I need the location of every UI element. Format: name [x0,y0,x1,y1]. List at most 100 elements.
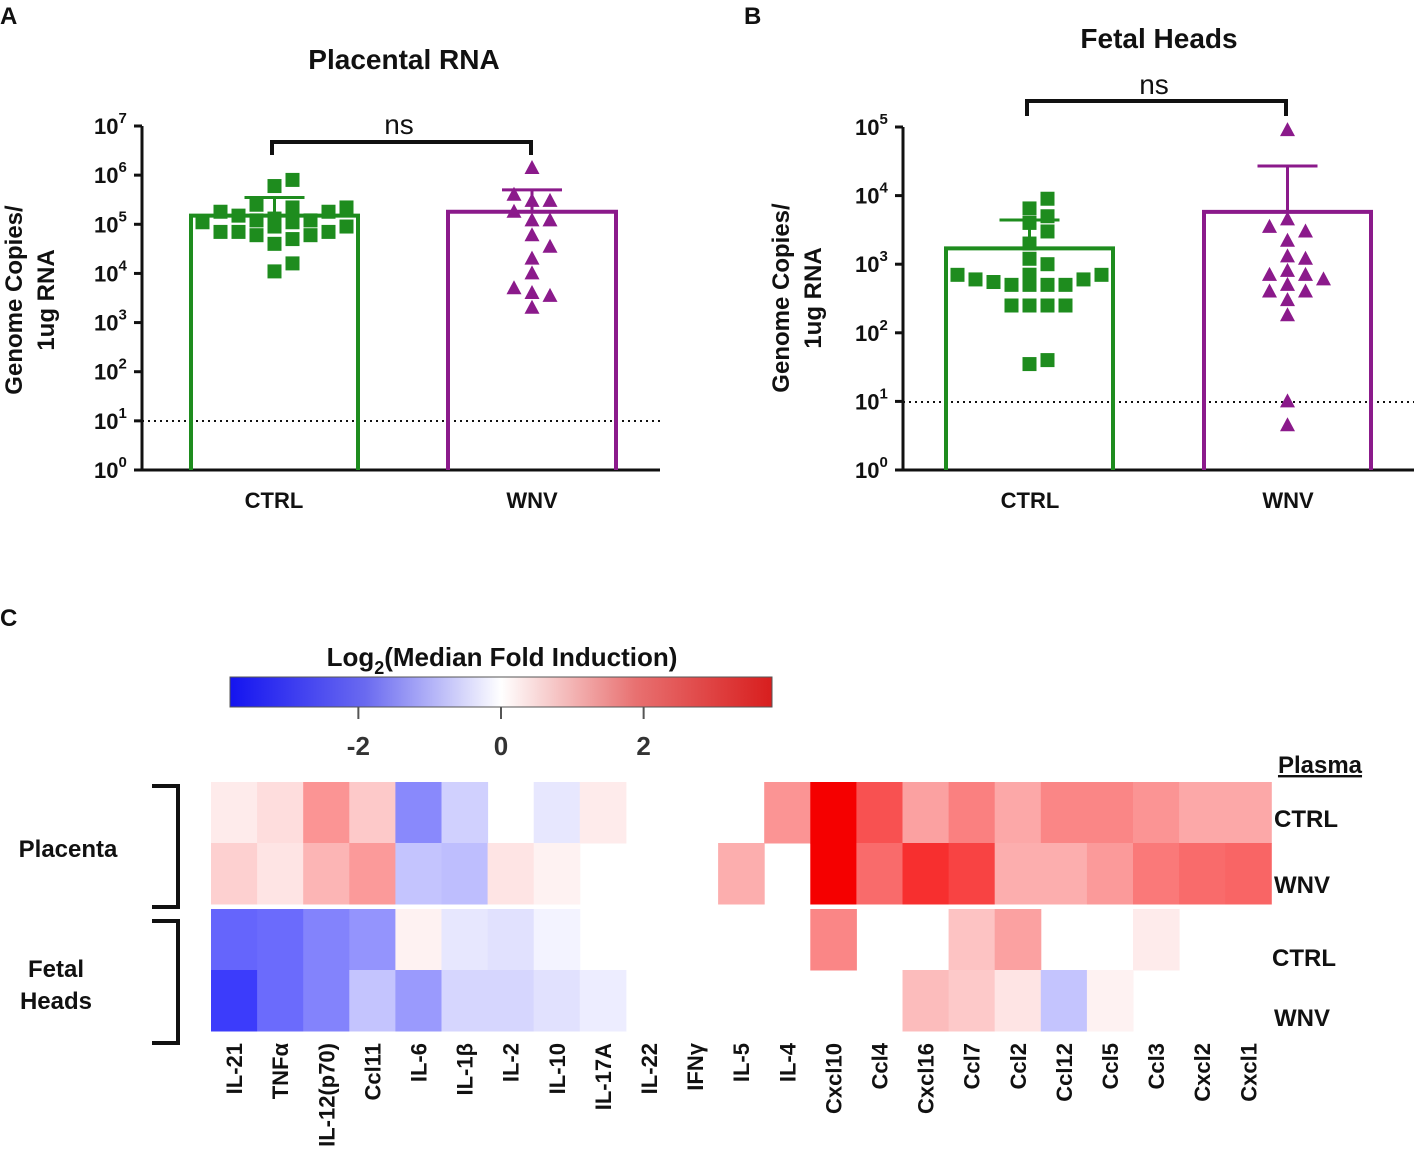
heatmap-cell [211,909,258,971]
panel-b-point-wnv [1280,393,1295,408]
heatmap-cell [718,843,765,905]
panel-a-point-ctrl [231,224,246,239]
panel-a-point-ctrl [249,197,264,212]
panel-a-y-ticks: 100 101 102 103 104 105 106 107 [94,110,142,483]
heatmap-cell [948,970,996,1032]
panel-b-point-ctrl [1040,224,1055,239]
heatmap-column-label: Ccl7 [960,1043,985,1089]
panel-b-y-tick-label: 101 [855,385,888,414]
panel-a-bar-wnv [446,209,618,470]
panel-c: C Log2(Median Fold Induction) -2 0 2 Plasm… [0,605,1363,1147]
heatmap-cell [1086,970,1134,1032]
heatmap-cell [441,843,489,905]
panel-b-category-wnv: WNV [1262,488,1314,513]
heatmap-cell [1133,843,1180,905]
panel-b-y-tick-label: 100 [855,454,888,483]
heatmap-cell [856,782,903,844]
panel-b-point-ctrl [968,272,983,287]
colorbar-ticks: -2 0 2 [347,707,651,761]
heatmap-row-label: CTRL [1274,806,1338,833]
panel-b-point-ctrl [1076,272,1091,287]
panel-b-point-wnv [1280,211,1295,226]
heatmap-cell [211,843,258,905]
heatmap-cell [994,909,1042,971]
panel-b-point-wnv [1262,218,1277,233]
heatmap-cell [810,843,857,905]
heatmap-cell [487,843,535,905]
panel-a-y-tick-label: 101 [94,405,127,434]
heatmap-column-label: IL-4 [775,1042,800,1082]
heatmap-cell [349,843,396,905]
panel-b-point-ctrl [1040,191,1055,206]
panel-a-point-wnv [542,212,558,227]
panel-a-bar-ctrl [189,213,360,470]
panel-b-point-wnv [1298,250,1313,265]
heatmap-cell [1179,843,1226,905]
colorbar-title: Log2(Median Fold Induction) [327,642,678,678]
panel-a-point-ctrl [339,200,354,215]
panel-a-point-ctrl [267,264,282,279]
heatmap-cell [994,970,1042,1032]
heatmap-cell [349,970,396,1032]
panel-b-letter: B [744,3,761,30]
panel-b-point-wnv [1280,122,1295,137]
heatmap-column-label: IL-21 [222,1043,247,1094]
panel-b-point-ctrl [1040,298,1055,313]
heatmap-cell [257,843,304,905]
panel-b-y-tick-label: 105 [855,111,888,140]
panel-b-point-ctrl [1094,267,1109,282]
panel-a-point-ctrl [285,232,300,247]
heatmap-column-label: IL-5 [729,1043,754,1082]
heatmap-cell [1225,782,1272,844]
heatmap-cell [211,782,258,844]
panel-a-point-ctrl [285,256,300,271]
heatmap-cell [764,782,811,844]
heatmap-cell [441,970,489,1032]
panel-b-ylabel-line1: Genome Copies/ [768,203,795,393]
colorbar-title-log: Log [327,642,375,672]
panel-a-title: Placental RNA [308,44,499,75]
heatmap-cell [1133,909,1180,971]
panel-b-bars [944,122,1373,470]
heatmap-cell [1179,782,1226,844]
panel-b-point-ctrl [1022,251,1037,266]
panel-a-point-wnv [506,203,522,218]
panel-a-point-ctrl [249,228,264,243]
panel-b-point-wnv [1262,266,1277,281]
colorbar-tick-label: -2 [347,731,370,761]
panel-a-point-ctrl [267,236,282,251]
panel-b-point-ctrl [986,275,1001,290]
panel-b-y-tick-label: 104 [855,180,888,209]
heatmap-column-label: IL-22 [637,1043,662,1094]
panel-b-point-ctrl [1022,236,1037,251]
heatmap-row-label: CTRL [1272,945,1336,972]
colorbar-tick-label: 0 [494,731,508,761]
panel-a-point-wnv [524,227,540,242]
heatmap-column-label: IL-2 [499,1043,524,1082]
panel-b-category-ctrl: CTRL [1001,488,1060,513]
panel-b-point-ctrl [1004,298,1019,313]
heatmap-cell [948,782,996,844]
panel-a-point-ctrl [249,213,264,228]
heatmap-cell [487,909,535,971]
panel-b-point-ctrl [1040,257,1055,272]
heatmap-cell [395,970,442,1032]
heatmap-cell [1133,782,1180,844]
panel-a-y-tick-label: 102 [94,356,127,385]
heatmap-column-group-header: Plasma [1278,752,1363,779]
panel-a-point-ctrl [303,228,318,243]
panel-b-point-wnv [1298,266,1313,281]
panel-a-point-ctrl [303,213,318,228]
panel-a-point-wnv [542,192,558,207]
panel-a-category-wnv: WNV [506,488,558,513]
heatmap-cell [1040,970,1088,1032]
heatmap-cell [948,909,996,971]
heatmap-cell [994,782,1042,844]
heatmap-cell [303,970,350,1032]
panel-b-point-wnv [1280,307,1295,322]
panel-a-y-tick-label: 104 [94,257,127,286]
heatmap-column-label: Cxcl10 [821,1043,846,1114]
heatmap-column-label: IL-10 [545,1043,570,1094]
heatmap-column-label: IFNγ [683,1042,708,1090]
